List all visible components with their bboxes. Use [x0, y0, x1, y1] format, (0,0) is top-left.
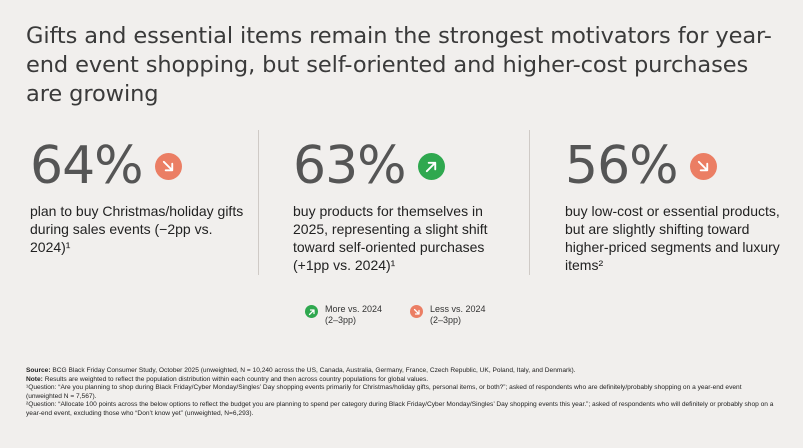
legend: More vs. 2024 (2–3pp) Less vs. 2024 (2–3…	[305, 304, 514, 326]
source-label: Source:	[26, 367, 51, 374]
note-label: Note:	[26, 375, 43, 383]
legend-item-less: Less vs. 2024 (2–3pp)	[410, 304, 486, 326]
footnote-2: ²Question: “Allocate 100 points across t…	[26, 401, 774, 417]
divider	[258, 130, 259, 275]
stat-description: plan to buy Christmas/holiday gifts duri…	[30, 203, 244, 255]
stat-low-cost: 56% buy low-cost or essential products, …	[565, 138, 790, 274]
arrow-up-right-icon	[417, 152, 445, 180]
legend-label: More vs. 2024	[325, 304, 383, 314]
stat-gifts: 64% plan to buy Christmas/holiday gifts …	[30, 138, 255, 256]
stat-description: buy low-cost or essential products, but …	[565, 203, 780, 273]
arrow-up-right-icon	[305, 305, 318, 318]
legend-sub: (2–3pp)	[430, 315, 462, 325]
footnotes: Source: BCG Black Friday Consumer Study,…	[26, 367, 778, 418]
stat-value: 63%	[293, 136, 407, 196]
footnote-1: ¹Question: “Are you planning to shop dur…	[26, 384, 742, 400]
note-text: Results are weighted to reflect the popu…	[42, 375, 429, 383]
legend-item-more: More vs. 2024 (2–3pp)	[305, 304, 382, 326]
page-title: Gifts and essential items remain the str…	[26, 23, 772, 107]
source-note: Source: BCG Black Friday Consumer Study,…	[26, 367, 778, 376]
divider	[529, 130, 530, 275]
note-line: Note: Results are weighted to reflect th…	[26, 376, 778, 385]
stat-self-purchase: 63% buy products for themselves in 2025,…	[293, 138, 518, 274]
source-text: BCG Black Friday Consumer Study, October…	[50, 367, 576, 374]
arrow-down-right-icon	[410, 305, 424, 318]
arrow-down-right-icon	[689, 152, 717, 180]
legend-label: Less vs. 2024	[430, 304, 486, 314]
stat-value: 64%	[30, 136, 144, 196]
stat-value: 56%	[565, 136, 679, 196]
arrow-down-right-icon	[154, 152, 182, 180]
legend-sub: (2–3pp)	[325, 315, 357, 325]
stat-description: buy products for themselves in 2025, rep…	[293, 203, 488, 273]
